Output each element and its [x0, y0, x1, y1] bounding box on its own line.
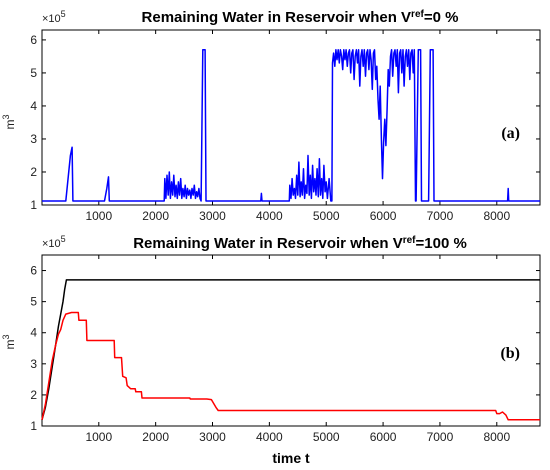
x-tick-label: 2000	[142, 209, 169, 223]
y-tick-label: 1	[30, 419, 37, 433]
y-tick-label: 4	[30, 326, 37, 340]
y-tick-label: 2	[30, 165, 37, 179]
axis-ticks-b: 1000 2000 3000 4000 5000 6000 7000 8000 1 2 3 4 5 6	[30, 255, 540, 444]
chart-panel-b: Remaining Water in Reservoir when Vref=1…	[1, 234, 541, 466]
y-axis-label-b: m3	[1, 334, 17, 349]
x-tick-label: 3000	[199, 209, 226, 223]
x-axis-label-b: time t	[272, 450, 310, 466]
y-tick-label: 1	[30, 198, 37, 212]
x-tick-label: 5000	[313, 430, 340, 444]
panel-label-b: (b)	[500, 345, 520, 362]
x-tick-label: 1000	[85, 209, 112, 223]
y-axis-label-a: m3	[1, 114, 17, 129]
series-line-b-1	[41, 279, 540, 420]
panel-label-a: (a)	[501, 125, 520, 142]
x-tick-label: 7000	[427, 209, 454, 223]
y-tick-label: 5	[30, 66, 37, 80]
x-tick-label: 4000	[256, 430, 283, 444]
y-tick-label: 4	[30, 99, 37, 113]
x-tick-label: 7000	[427, 430, 454, 444]
y-tick-label: 3	[30, 357, 37, 371]
series-line-a-1	[42, 49, 540, 202]
series-line-b-2	[41, 311, 540, 421]
x-tick-label: 2000	[142, 430, 169, 444]
series-group-a	[42, 49, 540, 202]
x-tick-label: 8000	[483, 209, 510, 223]
series-group-b	[41, 279, 540, 421]
x-tick-label: 3000	[199, 430, 226, 444]
y-tick-label: 2	[30, 388, 37, 402]
y-tick-label: 6	[30, 33, 37, 47]
x-tick-label: 6000	[370, 209, 397, 223]
y-exponent-a: ×105	[42, 9, 66, 25]
x-tick-label: 8000	[483, 430, 510, 444]
x-tick-label: 1000	[85, 430, 112, 444]
y-exponent-b: ×105	[42, 234, 66, 250]
y-tick-label: 3	[30, 132, 37, 146]
chart-title-b: Remaining Water in Reservoir when Vref=1…	[133, 235, 467, 252]
chart-title-a: Remaining Water in Reservoir when Vref=0…	[142, 9, 459, 26]
x-tick-label: 4000	[256, 209, 283, 223]
x-tick-label: 5000	[313, 209, 340, 223]
x-tick-label: 6000	[370, 430, 397, 444]
plot-area-a	[41, 29, 541, 206]
y-tick-label: 6	[30, 264, 37, 278]
chart-panel-a: Remaining Water in Reservoir when Vref=0…	[1, 9, 541, 223]
plot-area-b	[41, 254, 541, 427]
y-tick-label: 5	[30, 295, 37, 309]
